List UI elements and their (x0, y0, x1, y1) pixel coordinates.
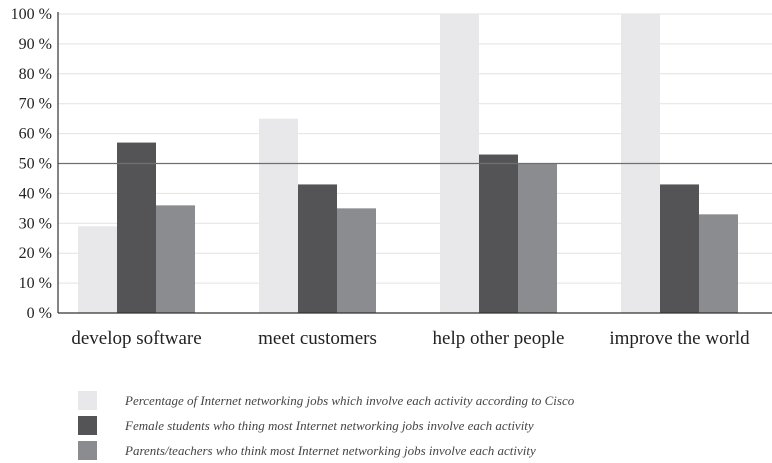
legend-swatch-1 (78, 391, 97, 410)
bar (298, 184, 337, 313)
y-tick-label: 50 % (19, 156, 52, 173)
axes (57, 12, 772, 314)
y-tick-label: 60 % (19, 126, 52, 143)
legend-swatch-2 (78, 416, 97, 435)
legend: Percentage of Internet networking jobs w… (78, 388, 574, 463)
y-axis-ticks: 0 % 10 % 20 % 30 % 40 % 50 % 60 % 70 % 80 % 90 % 1… (11, 6, 52, 322)
bar (699, 214, 738, 313)
x-category-label: meet customers (258, 328, 377, 349)
bar (479, 154, 518, 313)
legend-item-3: Parents/teachers who think most Internet… (78, 438, 574, 463)
bar-chart: 0 % 10 % 20 % 30 % 40 % 50 % 60 % 70 % 80 % 90 % 1… (11, 6, 772, 349)
legend-label-3: Parents/teachers who think most Internet… (125, 442, 536, 458)
bar (259, 118, 298, 314)
y-tick-label: 80 % (19, 66, 52, 83)
y-tick-label: 90 % (19, 36, 52, 53)
y-tick-label: 20 % (19, 245, 52, 262)
y-tick-label: 10 % (19, 275, 52, 292)
x-category-label: improve the world (609, 328, 750, 349)
category-labels: develop software meet customers help other… (71, 328, 750, 349)
bar (78, 226, 117, 313)
y-tick-label: 100 % (11, 6, 52, 23)
y-tick-label: 70 % (19, 96, 52, 113)
bar (156, 205, 195, 313)
bar (660, 184, 699, 313)
legend-label-1: Percentage of Internet networking jobs w… (125, 392, 575, 408)
bar (518, 163, 557, 313)
bar (337, 208, 376, 313)
y-tick-label: 40 % (19, 185, 52, 202)
legend-item-2: Female students who thing most Internet … (78, 413, 574, 438)
x-category-label: help other people (433, 328, 565, 349)
y-tick-label: 30 % (19, 215, 52, 232)
bar (117, 142, 156, 313)
legend-item-1: Percentage of Internet networking jobs w… (78, 388, 574, 413)
legend-label-2: Female students who thing most Internet … (125, 417, 534, 433)
x-category-label: develop software (71, 328, 201, 349)
legend-swatch-3 (78, 441, 97, 460)
y-tick-label: 0 % (27, 305, 52, 322)
